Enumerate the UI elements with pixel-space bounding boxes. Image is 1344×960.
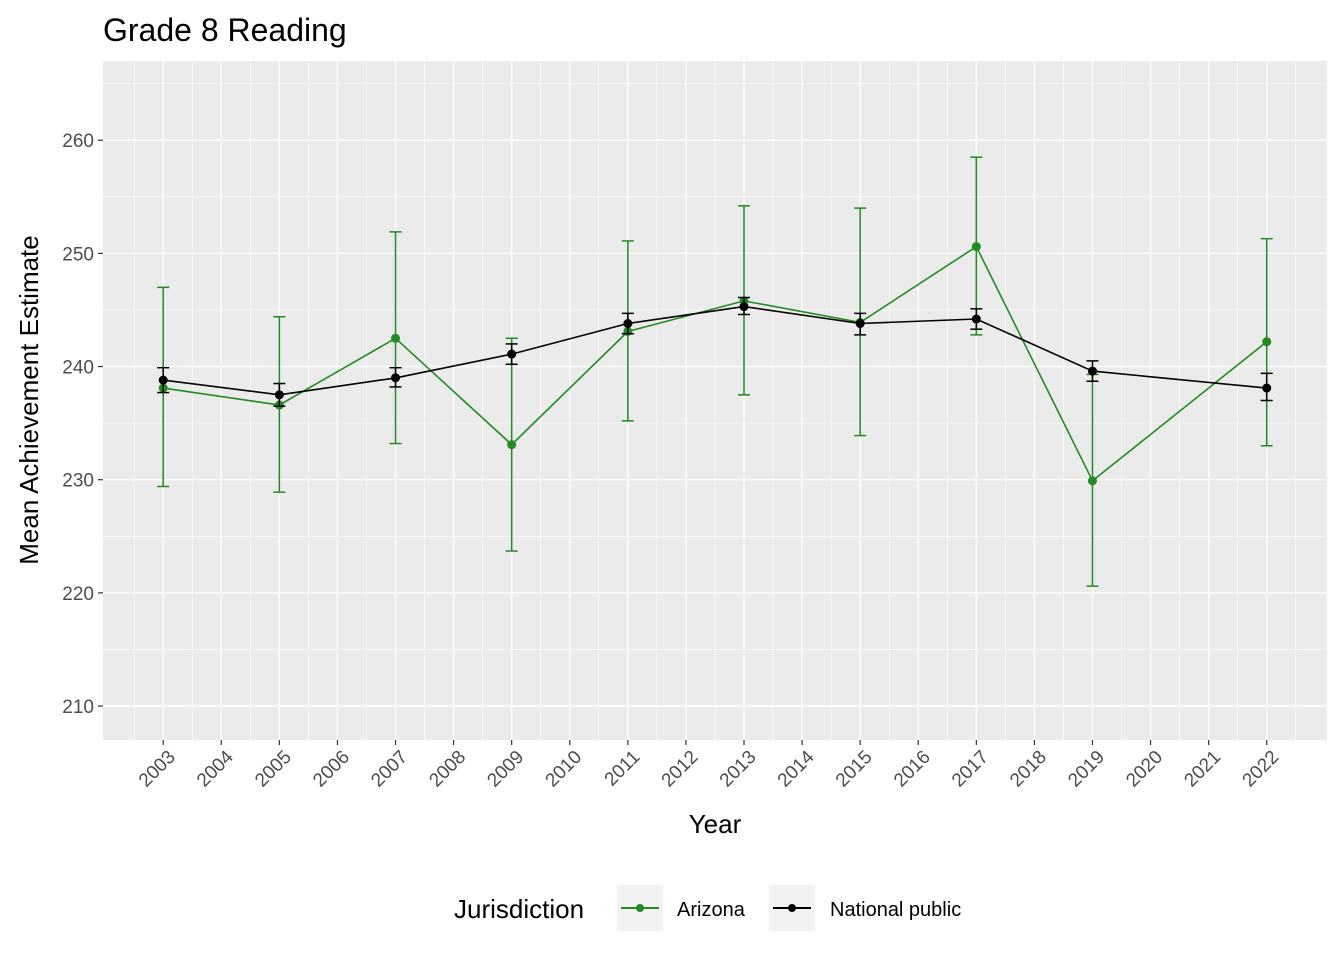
data-point-arizona: [1087, 476, 1097, 486]
x-tick-label: 2007: [367, 747, 412, 792]
data-point-national-public: [391, 373, 401, 383]
x-tick-label: 2011: [601, 747, 645, 791]
x-tick-label: 2008: [425, 747, 470, 792]
y-tick-label: 220: [62, 584, 94, 605]
y-tick-label: 250: [62, 244, 94, 265]
x-axis: 2003 2004 2005 2006 2007 2008 2009 2010 2011 2012…: [135, 740, 1283, 791]
data-point-arizona: [507, 440, 517, 450]
series-line-national-public: [163, 305, 1267, 396]
x-tick-label: 2017: [948, 747, 993, 792]
y-axis: 210 220 230 240 250 260: [62, 131, 103, 718]
data-point-arizona: [1262, 337, 1272, 347]
legend: Jurisdiction Arizona National public: [454, 885, 961, 931]
series-layer: [157, 156, 1273, 587]
y-tick-label: 240: [62, 358, 94, 379]
data-point-national-public: [1262, 383, 1272, 393]
x-tick-label: 2018: [1006, 747, 1051, 792]
legend-label-national-public: National public: [830, 899, 961, 921]
x-tick-label: 2021: [1180, 747, 1225, 792]
data-point-national-public: [855, 319, 865, 329]
data-point-arizona: [971, 242, 981, 252]
data-point-national-public: [158, 375, 168, 385]
x-tick-label: 2003: [135, 747, 180, 792]
data-point-arizona: [391, 333, 401, 343]
x-tick-label: 2020: [1122, 747, 1167, 792]
x-tick-label: 2022: [1239, 747, 1284, 792]
data-point-national-public: [971, 314, 981, 324]
y-tick-label: 230: [62, 471, 94, 492]
data-point-national-public: [507, 349, 517, 359]
y-tick-label: 260: [62, 131, 94, 152]
chart-title: Grade 8 Reading: [103, 12, 347, 48]
x-tick-label: 2009: [483, 747, 528, 792]
x-tick-label: 2019: [1064, 747, 1109, 792]
legend-label-arizona: Arizona: [677, 899, 746, 921]
x-tick-label: 2005: [251, 747, 296, 792]
legend-key-national-point: [788, 904, 796, 912]
data-point-national-public: [623, 319, 633, 329]
x-tick-label: 2013: [716, 747, 761, 792]
x-tick-label: 2010: [542, 747, 587, 792]
x-tick-label: 2015: [832, 747, 877, 792]
grid-layer: [103, 61, 1327, 740]
x-axis-title: Year: [689, 809, 742, 839]
data-point-national-public: [739, 302, 749, 312]
series-national-public: [157, 296, 1273, 407]
x-tick-label: 2014: [774, 746, 819, 791]
y-axis-title: Mean Achievement Estimate: [14, 235, 44, 565]
data-point-national-public: [1087, 366, 1097, 376]
legend-key-arizona-point: [636, 904, 644, 912]
data-point-national-public: [274, 390, 284, 400]
series-line-arizona: [163, 245, 1268, 483]
y-tick-label: 210: [62, 697, 94, 718]
x-tick-label: 2006: [309, 747, 354, 792]
x-tick-label: 2004: [193, 746, 238, 791]
x-tick-label: 2012: [658, 747, 703, 792]
x-tick-label: 2016: [890, 747, 935, 792]
legend-title: Jurisdiction: [454, 894, 584, 924]
